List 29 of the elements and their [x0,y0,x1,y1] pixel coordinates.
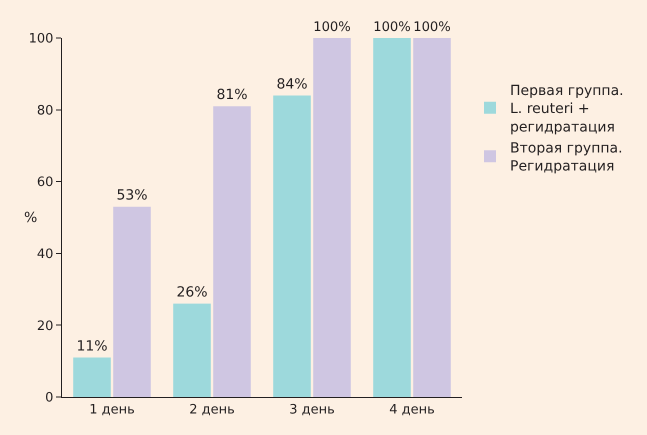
bar [113,206,151,397]
y-tick-label: 60 [36,175,54,190]
y-tick-label: 40 [36,246,54,262]
x-tick-label: 2 день [189,402,235,418]
bar [73,358,111,397]
x-tick-label: 1 день [89,402,135,418]
y-tick-label: 100 [28,32,54,47]
data-label: 100% [313,20,351,36]
bar [173,304,211,397]
bar [213,106,251,397]
data-label: 53% [116,188,148,204]
bar [413,38,451,397]
data-label: 100% [373,20,411,36]
x-tick-label: 3 день [289,402,335,418]
x-tick-label: 4 день [389,402,435,418]
legend-label: Вторая группа. Регидратация [510,140,623,175]
data-label: 26% [176,284,208,301]
bar [273,95,311,397]
bar [313,38,351,397]
y-tick-label: 80 [36,103,54,118]
data-label: 11% [76,338,108,355]
bar [373,38,411,397]
data-label: 81% [216,87,248,104]
legend-label: Первая группа. L. reuteri + регидратация [510,82,624,136]
data-label: 100% [413,20,451,36]
data-label: 84% [276,76,308,92]
y-axis-title: % [24,210,38,226]
y-tick-label: 20 [36,318,54,334]
y-tick-label: 0 [45,390,54,406]
